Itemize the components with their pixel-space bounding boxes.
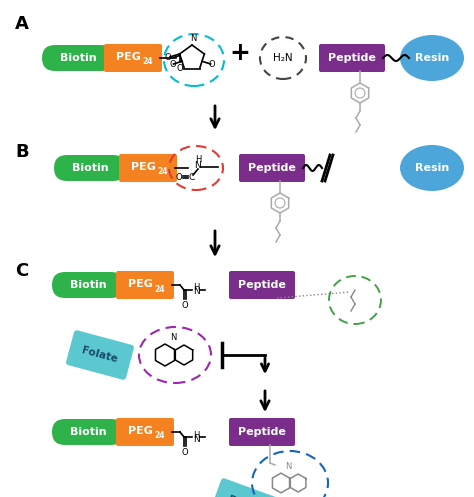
Text: O: O bbox=[176, 172, 182, 181]
Text: O: O bbox=[176, 64, 183, 73]
Text: H: H bbox=[193, 283, 200, 293]
Text: Resin: Resin bbox=[415, 163, 449, 173]
Text: Peptide: Peptide bbox=[238, 280, 286, 290]
Text: Peptide: Peptide bbox=[238, 427, 286, 437]
Text: O: O bbox=[182, 301, 188, 310]
Text: +: + bbox=[229, 41, 250, 65]
Ellipse shape bbox=[400, 35, 464, 81]
Text: N: N bbox=[195, 161, 201, 169]
Text: Folate: Folate bbox=[81, 345, 119, 365]
Text: Biotin: Biotin bbox=[70, 280, 106, 290]
Text: Folate: Folate bbox=[226, 494, 264, 497]
Text: PEG: PEG bbox=[128, 279, 153, 289]
Text: H: H bbox=[195, 155, 201, 164]
Text: C: C bbox=[189, 173, 195, 182]
FancyBboxPatch shape bbox=[229, 271, 295, 299]
Text: N: N bbox=[170, 333, 176, 342]
FancyBboxPatch shape bbox=[319, 44, 385, 72]
Text: PEG: PEG bbox=[116, 52, 140, 62]
Text: PEG: PEG bbox=[128, 426, 153, 436]
Text: 24: 24 bbox=[158, 167, 168, 176]
FancyBboxPatch shape bbox=[52, 272, 124, 298]
Text: B: B bbox=[15, 143, 28, 161]
Text: N: N bbox=[193, 434, 200, 443]
Ellipse shape bbox=[400, 145, 464, 191]
FancyBboxPatch shape bbox=[210, 478, 280, 497]
Text: Peptide: Peptide bbox=[248, 163, 296, 173]
Text: O: O bbox=[208, 60, 215, 69]
Text: PEG: PEG bbox=[130, 162, 155, 172]
Text: O: O bbox=[165, 53, 172, 62]
FancyBboxPatch shape bbox=[116, 418, 174, 446]
Text: Resin: Resin bbox=[415, 53, 449, 63]
FancyBboxPatch shape bbox=[104, 44, 162, 72]
Text: H₂N: H₂N bbox=[273, 53, 293, 63]
Text: N: N bbox=[193, 287, 200, 297]
Text: Biotin: Biotin bbox=[72, 163, 109, 173]
Text: Biotin: Biotin bbox=[60, 53, 96, 63]
FancyBboxPatch shape bbox=[119, 154, 177, 182]
Text: H: H bbox=[193, 430, 200, 439]
FancyBboxPatch shape bbox=[239, 154, 305, 182]
FancyBboxPatch shape bbox=[52, 419, 124, 445]
FancyBboxPatch shape bbox=[42, 45, 114, 71]
Text: N: N bbox=[285, 462, 292, 471]
Text: 24: 24 bbox=[155, 431, 165, 440]
Text: 24: 24 bbox=[155, 284, 165, 294]
FancyBboxPatch shape bbox=[66, 330, 134, 380]
Text: Peptide: Peptide bbox=[328, 53, 376, 63]
Text: A: A bbox=[15, 15, 29, 33]
Text: O: O bbox=[182, 448, 188, 457]
Text: Biotin: Biotin bbox=[70, 427, 106, 437]
Text: O: O bbox=[169, 60, 176, 69]
Text: 24: 24 bbox=[143, 58, 153, 67]
FancyBboxPatch shape bbox=[229, 418, 295, 446]
Text: C: C bbox=[15, 262, 28, 280]
FancyBboxPatch shape bbox=[54, 155, 126, 181]
FancyBboxPatch shape bbox=[116, 271, 174, 299]
Text: N: N bbox=[190, 34, 196, 43]
